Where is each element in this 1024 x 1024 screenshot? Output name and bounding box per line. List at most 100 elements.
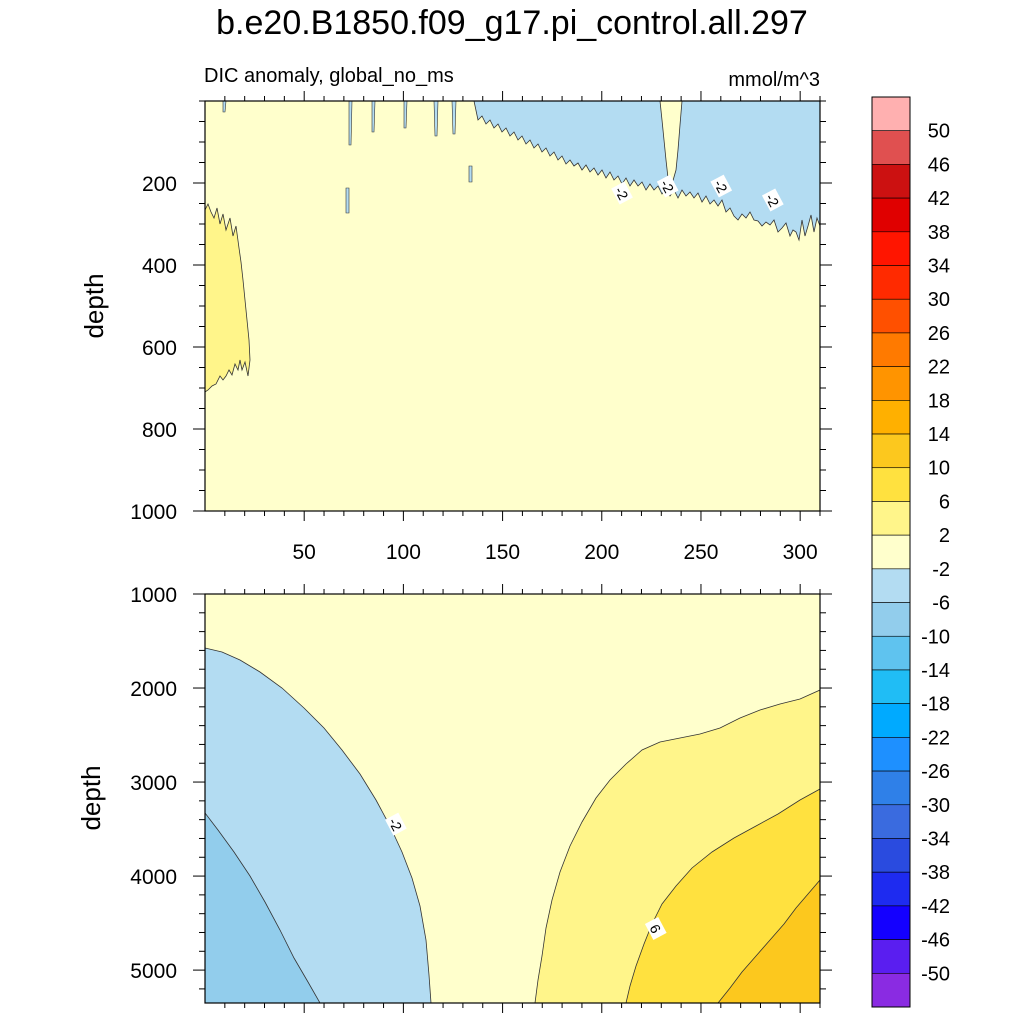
colorbar-swatch <box>871 197 911 233</box>
x-tick-label: 150 <box>485 541 520 564</box>
upper-cold-streak <box>433 101 439 137</box>
colorbar-swatch <box>871 231 911 266</box>
y-tick-label: 4000 <box>130 866 177 889</box>
colorbar-label: 22 <box>928 357 950 379</box>
contour-label: -2 <box>611 181 633 205</box>
upper-cold-streak <box>451 101 457 135</box>
colorbar-label: 50 <box>928 121 950 143</box>
colorbar-label: 34 <box>928 256 950 278</box>
x-tick-label: 200 <box>584 541 619 564</box>
colorbar-label: 18 <box>928 390 950 412</box>
colorbar-swatch <box>871 96 911 132</box>
upper-y-axis-label: depth <box>79 273 109 338</box>
colorbar-label: -6 <box>932 593 950 615</box>
colorbar-label: -38 <box>921 862 950 884</box>
lower-left-colder-region <box>205 812 321 1003</box>
colorbar-swatch <box>871 939 911 974</box>
colorbar-swatch <box>871 130 911 165</box>
colorbar-swatch <box>871 164 911 199</box>
colorbar-swatch <box>871 972 911 1008</box>
colorbar-label: 26 <box>928 323 950 345</box>
colorbar-swatch <box>871 534 911 570</box>
colorbar-swatch <box>871 298 911 334</box>
contour-label-box <box>656 174 679 198</box>
lower-y-axis-label: depth <box>76 765 106 830</box>
colorbar-swatch <box>871 433 911 469</box>
contour-label-box <box>710 174 733 198</box>
upper-left-warm-region <box>205 203 251 393</box>
colorbar-swatch <box>871 871 911 907</box>
colorbar-label: 38 <box>928 222 950 244</box>
upper-cold-streak <box>371 101 376 133</box>
contour-label: -2 <box>710 174 733 198</box>
colorbar-label: 10 <box>928 458 950 480</box>
y-tick-label: 400 <box>142 255 177 278</box>
y-tick-label: 1000 <box>130 501 177 524</box>
upper-cold-streak <box>345 187 350 214</box>
x-tick-label: 250 <box>683 541 718 564</box>
colorbar-swatch <box>871 501 911 536</box>
contour-label-box <box>644 917 667 940</box>
y-tick-label: 200 <box>142 173 177 196</box>
lower-panel: 1000 2000 3000 4000 5000 -2 6 depth <box>76 584 832 1013</box>
colorbar-label: -10 <box>921 626 950 648</box>
colorbar-swatch <box>871 635 911 671</box>
colorbar-label: -30 <box>921 795 950 817</box>
colorbar-label: 6 <box>939 491 950 513</box>
upper-cold-streak <box>468 165 473 183</box>
colorbar-swatch <box>871 467 911 502</box>
y-tick-label: 600 <box>142 337 177 360</box>
colorbar-swatch <box>871 905 911 940</box>
colorbar-swatch <box>871 332 911 367</box>
colorbar-label: -22 <box>921 727 950 749</box>
chart-subtitle-left: DIC anomaly, global_no_ms <box>204 65 454 87</box>
colorbar-swatch <box>871 265 911 300</box>
contour-label: -2 <box>385 812 407 836</box>
colorbar-label: 14 <box>928 424 950 446</box>
colorbar-label: 2 <box>939 525 950 547</box>
colorbar-swatch <box>871 400 911 435</box>
contour-label-box <box>385 812 407 836</box>
contour-label-box <box>761 188 784 212</box>
colorbar-swatch <box>871 804 911 839</box>
y-tick-label: 800 <box>142 419 177 442</box>
colorbar-label: -34 <box>921 828 950 850</box>
lower-plot-frame <box>204 593 821 1004</box>
colorbar-swatch <box>871 602 911 637</box>
colorbar-label: 46 <box>928 154 950 176</box>
y-tick-label: 2000 <box>130 678 177 701</box>
lower-ticks: 1000 2000 3000 4000 5000 -2 6 <box>130 584 832 1013</box>
upper-cold-streak <box>403 101 408 129</box>
upper-cold-streak <box>348 101 353 146</box>
colorbar-label: -50 <box>921 963 950 985</box>
colorbar-label: 30 <box>928 289 950 311</box>
y-tick-label: 1000 <box>130 584 177 607</box>
colorbar-swatch <box>871 669 911 704</box>
colorbar-label: -46 <box>921 930 950 952</box>
colorbar-frame <box>871 96 911 1008</box>
colorbar-label: -14 <box>921 660 950 682</box>
colorbar-label: 42 <box>928 188 950 210</box>
colorbar-swatch <box>871 568 911 603</box>
contour-label: -2 <box>656 174 679 198</box>
contour-label: -2 <box>761 188 784 212</box>
contour-label-box <box>611 181 633 205</box>
chart-title: b.e20.B1850.f09_g17.pi_control.all.297 <box>216 4 808 42</box>
colorbar-label: -42 <box>921 896 950 918</box>
colorbar-label: -26 <box>921 761 950 783</box>
x-tick-label: 300 <box>783 541 818 564</box>
upper-cold-streak <box>222 101 227 113</box>
chart-units: mmol/m^3 <box>728 69 820 91</box>
x-tick-label: 50 <box>293 541 316 564</box>
colorbar-label: -2 <box>932 559 950 581</box>
colorbar-swatch <box>871 838 911 873</box>
colorbar-swatch <box>871 770 911 806</box>
y-tick-label: 5000 <box>130 960 177 983</box>
lower-right-warmest-region <box>717 879 820 1003</box>
y-tick-label: 3000 <box>130 772 177 795</box>
colorbar-swatch <box>871 703 911 738</box>
x-tick-label: 100 <box>386 541 421 564</box>
